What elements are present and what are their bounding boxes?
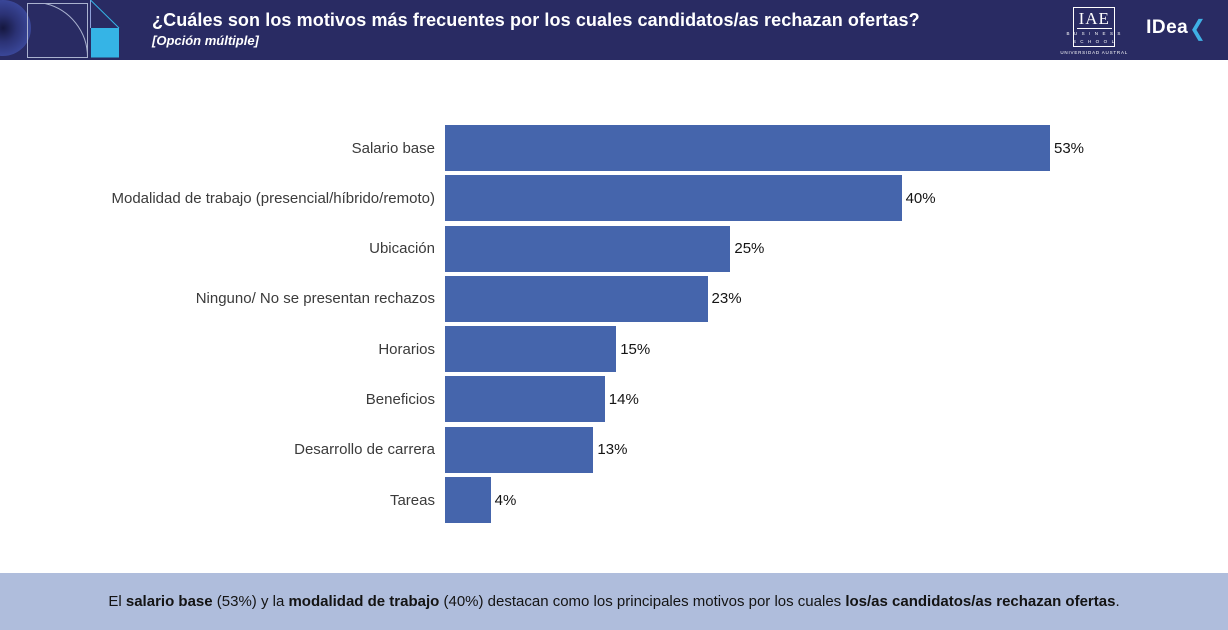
value-label: 4% <box>494 491 517 509</box>
header-banner: ¿Cuáles son los motivos más frecuentes p… <box>0 0 1228 60</box>
bar <box>445 326 617 373</box>
gradient-circle-shape <box>0 0 31 56</box>
bar <box>445 125 1050 171</box>
footer-summary-text: El salario base (53%) y la modalidad de … <box>108 593 1119 610</box>
bar-row: Beneficios 14% <box>0 376 1228 423</box>
chart-rows-container: Salario base 53% Modalidad de trabajo (pre… <box>0 125 1228 524</box>
bar-row: Desarrollo de carrera 13% <box>0 426 1228 473</box>
category-label: Salario base <box>351 139 435 157</box>
idea-logo: IDea ❮ <box>1146 16 1206 41</box>
bar-row: Horarios 15% <box>0 326 1228 373</box>
iae-business-school-logo: IAE B U S I N E S S S C H O O L UNIVERSI… <box>1060 7 1128 55</box>
bar <box>445 275 708 322</box>
footer-bold-segment: modalidad de trabajo <box>288 593 440 610</box>
bar-row: Tareas 4% <box>0 477 1228 524</box>
bar <box>445 175 902 222</box>
bar <box>445 225 731 272</box>
iae-school-label: S C H O O L <box>1072 38 1116 44</box>
footer-text-segment: (40%) destacan como los principales moti… <box>439 593 846 610</box>
bar-row: Ubicación 25% <box>0 225 1228 272</box>
bar-chart: Salario base 53% Modalidad de trabajo (pre… <box>0 60 1228 527</box>
footer-bold-segment: salario base <box>125 593 213 610</box>
iae-acronym: IAE <box>1076 9 1112 29</box>
header-decorative-shapes <box>0 0 120 58</box>
bar-row: Modalidad de trabajo (presencial/híbrido… <box>0 175 1228 222</box>
iae-logo-box: IAE B U S I N E S S S C H O O L <box>1066 7 1120 47</box>
iae-business-label: B U S I N E S S <box>1066 31 1122 36</box>
value-label: 23% <box>711 290 742 308</box>
value-label: 13% <box>597 441 628 459</box>
footer-bold-segment: los/as candidatos/as rechazan ofertas <box>845 593 1116 610</box>
value-label: 25% <box>734 240 765 258</box>
value-label: 14% <box>608 390 639 408</box>
cyan-square-shape <box>91 28 119 58</box>
quarter-arc-shape <box>44 3 89 58</box>
category-label: Modalidad de trabajo (presencial/híbrido… <box>111 189 435 207</box>
value-label: 15% <box>620 340 651 358</box>
bar <box>445 426 594 473</box>
bar-row: Salario base 53% <box>0 125 1228 171</box>
footer-text-segment: . <box>1115 593 1120 610</box>
universidad-austral-label: UNIVERSIDAD AUSTRAL <box>1060 50 1129 55</box>
category-label: Ninguno/ No se presentan rechazos <box>195 290 435 308</box>
category-label: Ubicación <box>369 240 435 258</box>
footer-summary-band: El salario base (53%) y la modalidad de … <box>0 573 1228 630</box>
category-label: Horarios <box>378 340 435 358</box>
logo-zone: IAE B U S I N E S S S C H O O L UNIVERSI… <box>1060 0 1206 60</box>
page-subtitle: [Opción múltiple] <box>152 33 259 48</box>
category-label: Tareas <box>389 491 435 509</box>
footer-text-segment: El <box>108 593 126 610</box>
title-block: ¿Cuáles son los motivos más frecuentes p… <box>152 9 1042 48</box>
bar <box>445 376 605 423</box>
bar-row: Ninguno/ No se presentan rechazos 23% <box>0 275 1228 322</box>
value-label: 40% <box>905 189 936 207</box>
triangle-hypotenuse <box>90 0 120 29</box>
category-label: Beneficios <box>365 390 435 408</box>
category-label: Desarrollo de carrera <box>294 441 435 459</box>
square-outline-shape <box>27 3 88 58</box>
footer-text-segment: (53%) y la <box>212 593 289 610</box>
idea-logo-text: IDea <box>1146 17 1189 38</box>
value-label: 53% <box>1054 139 1085 157</box>
idea-chevron-icon: ❮ <box>1189 16 1206 41</box>
bar <box>445 477 491 524</box>
page-title: ¿Cuáles son los motivos más frecuentes p… <box>152 10 920 30</box>
